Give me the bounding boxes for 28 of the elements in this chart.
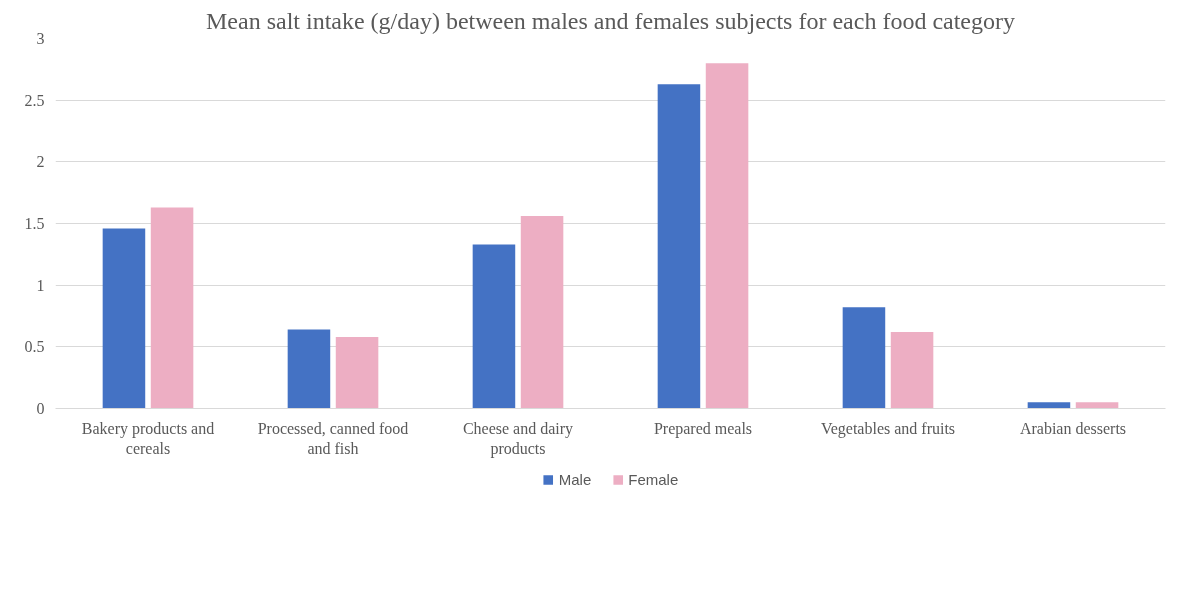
x-tick-label: Processed, canned food and fish	[257, 419, 409, 457]
legend-label: Female	[628, 470, 679, 488]
x-tick-label: Bakery products and cereals	[81, 419, 215, 457]
x-tick-label: Vegetables and fruits	[820, 419, 956, 438]
bar	[1075, 402, 1119, 409]
y-tick-label: 3	[36, 30, 45, 47]
legend-label: Male	[558, 470, 592, 488]
bar	[520, 216, 564, 409]
y-tick-label: 1	[36, 276, 45, 294]
y-tick-label: 1.5	[24, 215, 45, 232]
bar	[287, 329, 331, 409]
y-tick-label: 0.5	[24, 338, 45, 356]
bar	[150, 207, 194, 409]
bar	[335, 336, 379, 409]
bar	[472, 244, 516, 409]
chart-title: Mean salt intake (g/day) between males and females subjects for each food category	[206, 7, 1016, 34]
bar	[102, 228, 146, 409]
bar	[657, 84, 701, 409]
bar	[842, 307, 886, 409]
x-tick-label: Cheese and dairy products	[462, 419, 574, 458]
y-tick-label: 0	[36, 400, 45, 417]
bar	[705, 63, 749, 409]
bar	[890, 332, 934, 409]
x-tick-label: Prepared meals	[653, 419, 753, 438]
y-tick-label: 2.5	[24, 91, 45, 109]
bar	[1027, 402, 1071, 409]
y-tick-label: 2	[36, 153, 45, 171]
x-tick-label: Arabian desserts	[1019, 419, 1127, 437]
